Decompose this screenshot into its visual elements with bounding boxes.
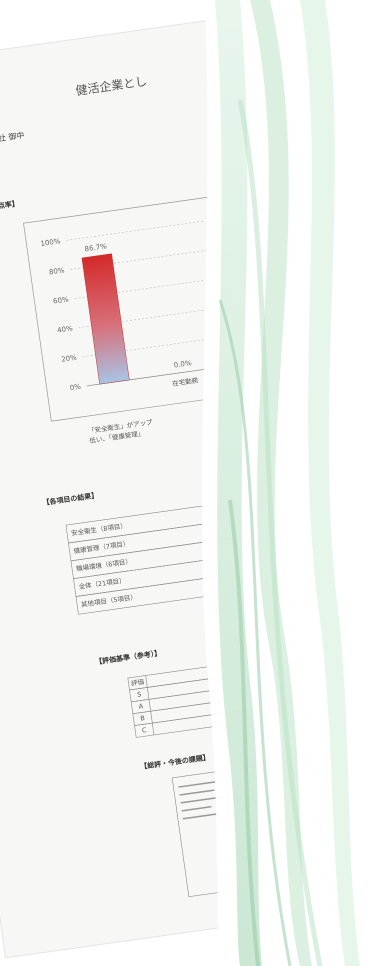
table-divider [152,723,155,736]
y-tick-label: 60% [53,295,70,305]
value-label: 0.0% [173,359,192,369]
y-tick-label: 40% [57,325,74,335]
table-divider [147,687,150,700]
grid-line [66,220,205,241]
value-label: 86.7% [84,242,107,253]
grid-line [82,337,222,358]
x-tick-label: 在宅勤務 [172,375,199,388]
table-divider [145,675,148,688]
wave-overlay [201,0,374,966]
table-text: A [138,702,144,711]
table-text: S [137,690,142,698]
table-text: C [141,726,147,735]
y-tick-label: 80% [49,266,66,276]
table-text: B [140,714,146,723]
grid-line [70,249,210,270]
grid-line [78,307,218,328]
y-tick-label: 0% [69,383,81,393]
table-divider [150,711,153,724]
grid-line [74,278,214,299]
y-tick-label: 20% [61,354,78,364]
summary-scribble [178,780,224,820]
chart: 0% 20% 40% 60% 80% 100% 86.7% 在宅勤務 0.0% [40,220,226,393]
table-text: 評価 [130,677,145,688]
table-divider [148,699,151,712]
bar [81,253,130,385]
y-tick-label: 100% [40,237,61,248]
